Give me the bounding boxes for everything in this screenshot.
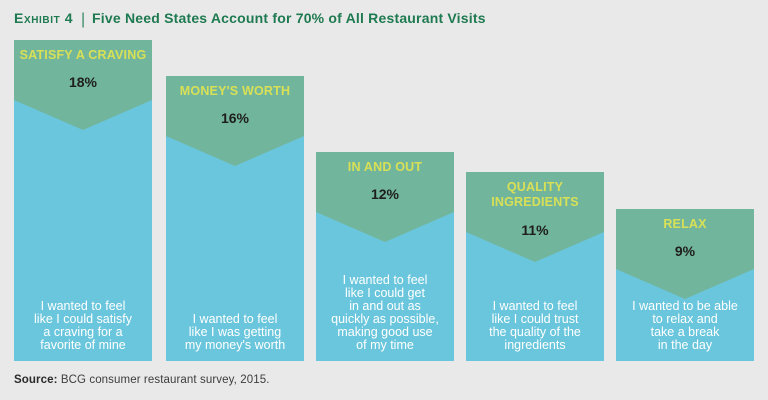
source-text: BCG consumer restaurant survey, 2015. — [57, 374, 270, 386]
bar-cap-chevron: MONEY'S WORTH 16% — [166, 76, 304, 166]
need-state-description: I wanted to feel like I was getting my m… — [184, 312, 286, 352]
bar-cap-chevron: SATISFY A CRAVING 18% — [14, 40, 152, 130]
need-state-percent: 12% — [370, 186, 400, 203]
need-state-label: IN AND OUT — [347, 160, 423, 174]
need-state-description: I wanted to be able to relax and take a … — [632, 299, 738, 352]
need-state-bar: IN AND OUT 12% I wanted to feel like I c… — [316, 152, 454, 361]
need-state-bar: QUALITY INGREDIENTS 11% I wanted to feel… — [466, 172, 604, 361]
need-state-bar: RELAX 9% I wanted to be able to relax an… — [616, 209, 754, 361]
exhibit-title: Exhibit 4 | Five Need States Account for 7… — [14, 8, 486, 28]
title-separator: | — [81, 8, 86, 28]
need-state-bar: MONEY'S WORTH 16% I wanted to feel like … — [166, 76, 304, 361]
bar-cap-chevron: IN AND OUT 12% — [316, 152, 454, 242]
need-state-label: MONEY'S WORTH — [179, 84, 291, 98]
need-state-description: I wanted to feel like I could get in and… — [331, 273, 439, 352]
exhibit-number: Exhibit 4 — [14, 10, 74, 26]
source-label: Source: — [14, 374, 58, 386]
need-state-description: I wanted to feel like I could trust the … — [489, 299, 581, 352]
need-state-percent: 18% — [68, 74, 98, 91]
bar-cap-chevron: RELAX 9% — [616, 209, 754, 299]
bar-cap-chevron: QUALITY INGREDIENTS 11% — [466, 172, 604, 262]
need-state-label: SATISFY A CRAVING — [19, 48, 147, 62]
need-state-percent: 16% — [220, 110, 250, 127]
need-state-description: I wanted to feel like I could satisfy a … — [34, 299, 132, 352]
source-note: Source: BCG consumer restaurant survey, … — [14, 374, 270, 386]
chart-title: Five Need States Account for 70% of All … — [92, 10, 486, 26]
need-state-label: QUALITY INGREDIENTS — [491, 180, 579, 210]
need-state-percent: 9% — [674, 243, 696, 260]
need-state-label: RELAX — [663, 217, 707, 231]
need-state-bar: SATISFY A CRAVING 18% I wanted to feel l… — [14, 40, 152, 361]
need-state-percent: 11% — [521, 221, 549, 238]
